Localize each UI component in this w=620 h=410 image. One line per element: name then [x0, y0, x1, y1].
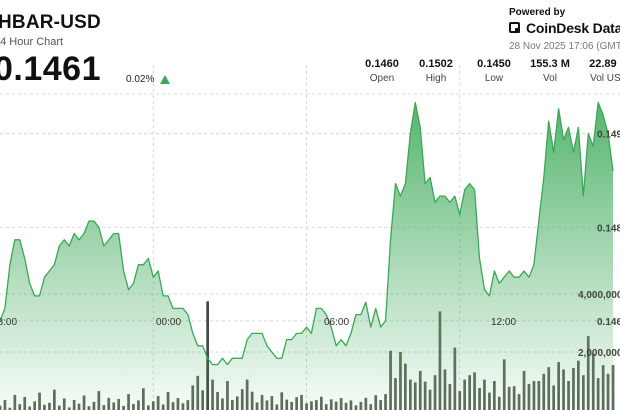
stat-low-label: Low	[484, 73, 504, 84]
stat-open-value: 0.1460	[365, 58, 399, 70]
price-area-fill	[0, 102, 613, 410]
stat-vol: 155.3 M Vol	[530, 58, 570, 84]
price-change: 0.02%	[126, 74, 155, 85]
volume-bar	[206, 301, 209, 410]
stat-low: 0.1450 Low	[476, 58, 512, 84]
price-area-layer	[0, 101, 614, 410]
x-tick-label: 12:00	[491, 317, 517, 328]
chart-subtitle: 24 Hour Chart	[0, 36, 64, 48]
y-tick-label: 0.1497	[597, 130, 620, 141]
brand-name: CoinDesk Data	[526, 20, 620, 36]
pair-title: HBAR-USD	[0, 12, 101, 33]
stat-vol-usd: 22.89 M Vol USD	[586, 58, 620, 84]
stat-high-value: 0.1502	[419, 58, 453, 70]
stat-open: 0.1460 Open	[364, 58, 400, 84]
coindesk-logo-icon	[509, 21, 522, 35]
stat-open-label: Open	[369, 73, 395, 84]
stat-vol-usd-value: 22.89 M	[589, 58, 620, 70]
stat-high: 0.1502 High	[418, 58, 454, 84]
volume-bar	[611, 365, 615, 410]
volume-tick-label: 2,000,000	[578, 348, 620, 359]
volume-tick-label: 4,000,000	[578, 290, 620, 301]
x-tick-label: 06:00	[324, 317, 350, 328]
x-tick-label: 00:00	[156, 317, 182, 328]
powered-by-label: Powered by	[509, 7, 566, 18]
stat-vol-label: Vol	[543, 73, 557, 84]
current-price: 0.1461	[0, 50, 101, 88]
y-tick-label: 0.1467	[597, 317, 620, 328]
chart-timestamp: 28 Nov 2025 17:06 (GMT)	[509, 41, 620, 52]
stat-low-value: 0.1450	[477, 58, 511, 70]
stat-high-label: High	[425, 73, 447, 84]
x-tick-label: 18:00	[0, 317, 18, 328]
price-line	[0, 101, 614, 366]
axis-label-layer: 0.1497 0.1482 0.1467 4,000,000 2,000,000	[578, 130, 620, 359]
up-arrow-icon	[160, 75, 170, 84]
stat-vol-value: 155.3 M	[530, 58, 570, 70]
y-tick-label: 0.1482	[597, 223, 620, 234]
stat-vol-usd-label: Vol USD	[590, 73, 620, 84]
brand-logo: CoinDesk Data	[509, 20, 620, 36]
